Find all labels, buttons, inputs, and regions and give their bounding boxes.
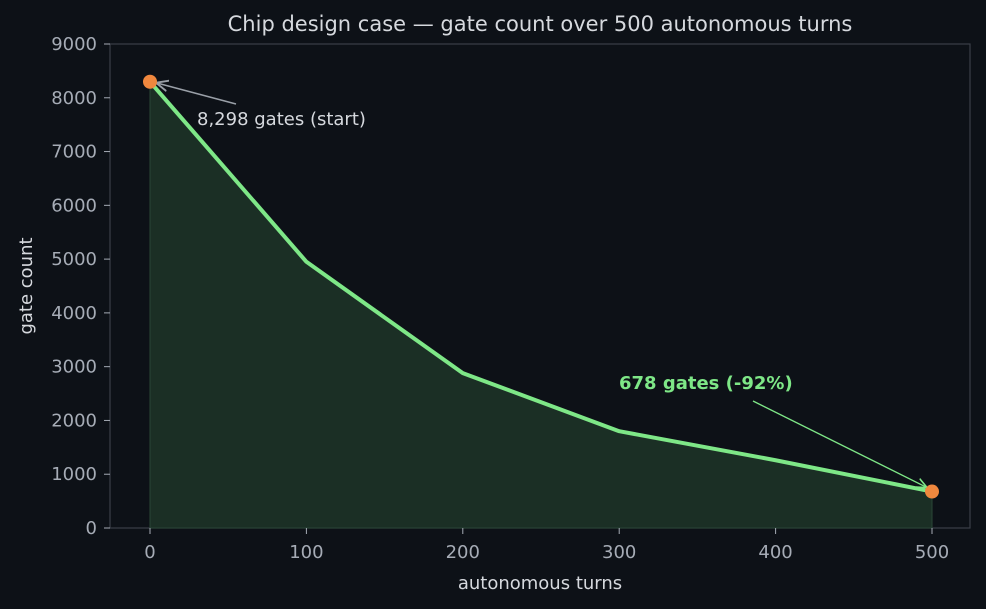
series-line <box>148 79 934 494</box>
y-tick-label: 6000 <box>51 195 97 216</box>
y-tick-label: 7000 <box>51 142 97 163</box>
data-point <box>774 458 778 462</box>
x-tick-label: 200 <box>446 542 480 563</box>
x-tick-label: 500 <box>915 542 949 563</box>
end-annotation-label: 678 gates (-92%) <box>619 373 793 394</box>
end-annotation-arrow <box>752 400 927 488</box>
annotation-layer: 8,298 gates (start) 678 gates (-92%) <box>156 83 927 488</box>
data-point <box>617 429 621 433</box>
end-point-marker <box>925 484 939 499</box>
y-tick-label: 0 <box>86 518 97 539</box>
y-axis-ticks: 0 1000 2000 3000 4000 5000 6000 7000 8000 9000 <box>51 34 110 539</box>
x-tick-label: 300 <box>602 542 636 563</box>
y-tick-label: 1000 <box>51 464 97 485</box>
chart-title: Chip design case — gate count over 500 a… <box>228 12 853 36</box>
y-tick-label: 4000 <box>51 303 97 324</box>
y-tick-label: 8000 <box>51 88 97 109</box>
start-annotation-label: 8,298 gates (start) <box>197 109 366 130</box>
y-tick-label: 2000 <box>51 410 97 431</box>
start-annotation-arrow <box>156 83 237 105</box>
y-tick-label: 5000 <box>51 249 97 270</box>
x-tick-label: 100 <box>289 542 323 563</box>
y-tick-label: 9000 <box>51 34 97 55</box>
y-tick-label: 3000 <box>51 357 97 378</box>
x-axis-ticks: 0 100 200 300 400 500 <box>144 528 949 563</box>
x-axis-title: autonomous turns <box>458 573 622 594</box>
marker-layer <box>143 74 939 499</box>
data-point <box>461 371 465 375</box>
x-tick-label: 400 <box>758 542 792 563</box>
series-line-layer <box>148 79 934 494</box>
start-point-marker <box>143 74 157 89</box>
y-axis-title: gate count <box>16 237 37 334</box>
data-point <box>304 260 308 264</box>
x-tick-label: 0 <box>144 542 155 563</box>
